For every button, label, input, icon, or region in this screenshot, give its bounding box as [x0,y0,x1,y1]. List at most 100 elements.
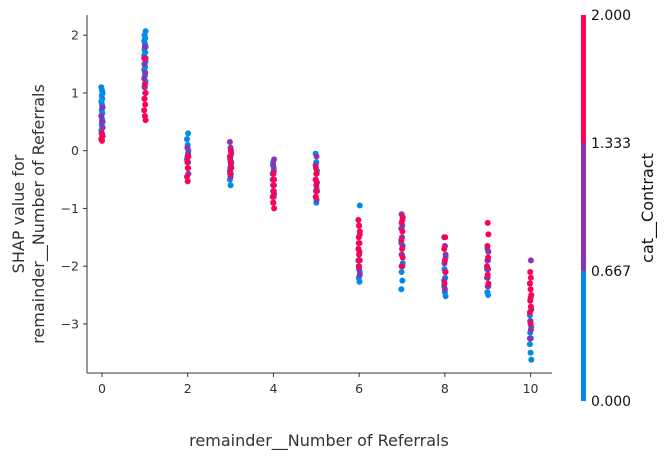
scatter-point [313,170,320,177]
scatter-point [99,104,106,111]
scatter-point [184,173,190,180]
colorbar-segment-mid [581,143,586,271]
scatter-point [185,153,192,160]
scatter-point [269,193,276,200]
scatter-point [527,320,534,327]
scatter-point [356,257,363,264]
scatter-point [356,278,363,285]
scatter-point [485,248,492,255]
colorbar-tick-label-2000: 2.000 [591,8,631,24]
scatter-point [398,219,405,226]
scatter-point [484,271,491,278]
scatter-point [398,263,405,270]
scatter-point [227,159,234,166]
x-tick-label: 2 [184,381,192,396]
scatter-point [355,217,362,223]
scatter-point [270,182,277,189]
colorbar-segment-high [581,15,586,143]
x-tick-label: 6 [355,381,363,396]
scatter-point [355,263,362,270]
scatter-point [270,162,277,169]
colorbar-tick-label-0000: 0.000 [591,394,631,410]
scatter-point [356,228,363,235]
scatter-point [527,257,534,264]
scatter-point [271,176,278,183]
scatter-point [228,165,235,171]
scatter-point [184,159,191,166]
scatter-point [528,356,535,363]
scatter-point [527,349,534,356]
scatter-point [527,303,534,310]
scatter-point [141,61,148,68]
scatter-point [270,170,277,177]
scatter-point [142,101,149,108]
scatter-point [99,124,106,131]
scatter-point [485,254,492,261]
scatter-point [485,292,492,298]
y-tick-label: 1 [71,85,79,100]
y-tick-label: −1 [61,201,79,216]
scatter-point [398,237,405,244]
scatter-point [226,139,233,145]
x-axis-title: remainder__Number of Referrals [189,431,449,451]
scatter-point [314,188,320,195]
scatter-point [356,240,363,247]
scatter-point [141,75,148,82]
y-tick-label: 0 [71,143,79,158]
scatter-point [312,165,319,171]
scatter-point [313,153,320,160]
scatter-point [312,193,319,200]
y-tick-label: −2 [61,259,79,274]
scatter-points [98,28,535,363]
scatter-point [185,130,192,137]
scatter-point [356,222,363,229]
scatter-point [141,81,148,88]
scatter-point [526,335,533,342]
colorbar: 2.000 1.333 0.667 0.000 cat__Contract [581,8,658,410]
scatter-point [399,245,405,252]
colorbar-segment-low [581,271,586,401]
x-tick-label: 10 [523,381,539,396]
scatter-point [526,280,533,287]
scatter-point [356,202,363,209]
scatter-point [528,292,535,298]
scatter-point [441,257,448,264]
scatter-point [484,263,490,270]
scatter-point [527,286,534,293]
scatter-point [184,144,191,151]
scatter-point [227,182,234,189]
scatter-point [356,271,363,278]
scatter-point [399,277,406,284]
scatter-point [442,251,449,258]
scatter-point [141,55,148,62]
y-axis-title-line-2: remainder__Number of Referrals [29,84,49,344]
scatter-point [485,280,492,287]
x-tick-label: 0 [98,381,106,396]
scatter-point [226,153,233,160]
scatter-point [271,156,278,163]
scatter-point [398,269,405,275]
scatter-point [484,219,491,226]
scatter-point [99,118,105,125]
scatter-point [185,165,192,171]
scatter-point [441,280,448,287]
scatter-point [355,245,362,252]
scatter-point [356,251,363,258]
scatter-point [527,269,534,275]
x-tick-label: 4 [269,381,277,396]
scatter-point [526,341,533,348]
y-tick-label: −3 [61,316,79,331]
y-axis-title-line-1: SHAP value for [9,154,28,273]
scatter-point [270,199,277,206]
y-ticks: 2 1 0 −1 −2 −3 [61,28,87,331]
scatter-point [142,90,149,96]
scatter-point [442,234,449,241]
scatter-point [142,117,149,124]
scatter-point [398,286,405,293]
scatter-point [141,107,148,114]
scatter-point [441,245,448,252]
colorbar-tick-label-1333: 1.333 [591,136,631,152]
scatter-point [526,309,533,316]
scatter-point [442,269,449,275]
